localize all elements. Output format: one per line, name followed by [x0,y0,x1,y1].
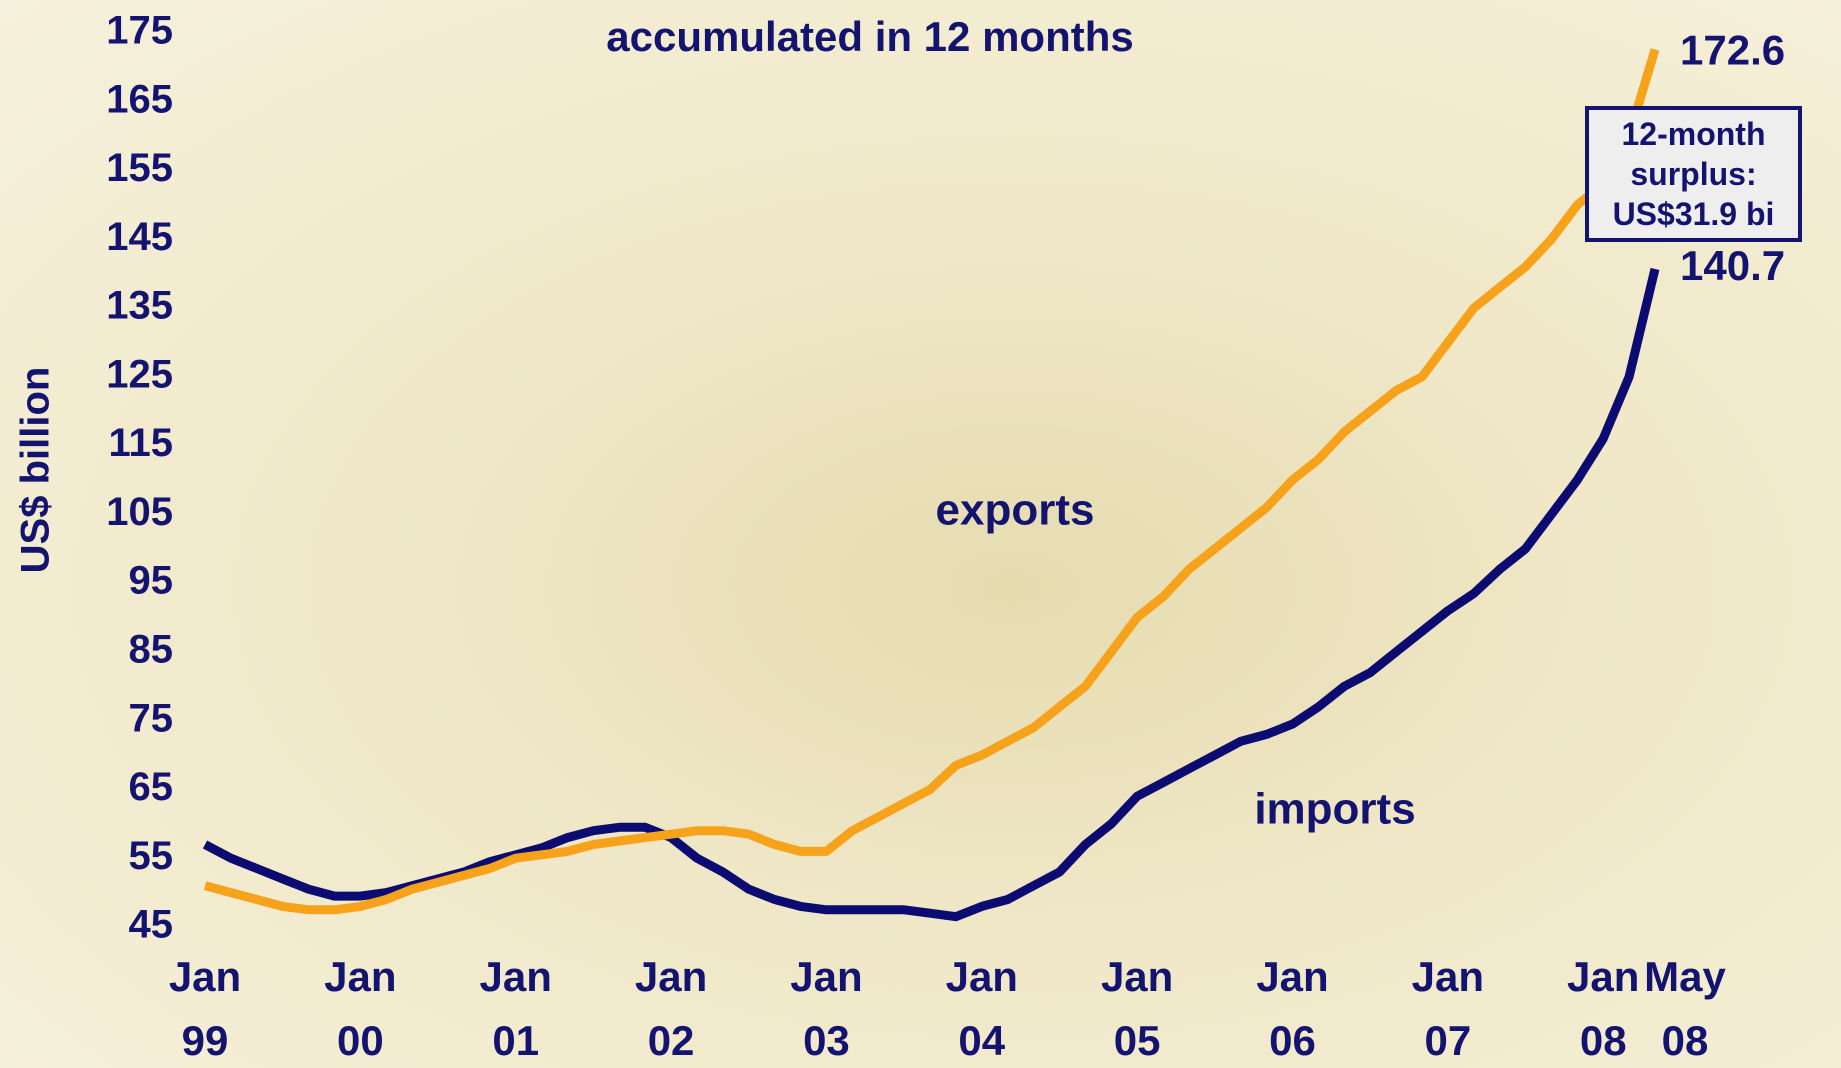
x-tick-label: Jan 05 [1101,945,1173,1068]
plot: accumulated in 12 months US$ billion 45 5… [0,0,1841,1068]
series-line [205,50,1655,910]
series-label: exports [936,486,1095,535]
x-tick-label: Jan 08 [1567,945,1639,1068]
series-label: imports [1254,785,1415,834]
y-tick-label: 125 [106,352,173,396]
x-tick-label: Jan 01 [480,945,552,1068]
y-tick-label: 85 [129,627,174,671]
y-tick-label: 165 [106,77,173,121]
y-tick-label: 45 [129,903,174,947]
y-tick-label: 135 [106,284,173,328]
y-tick-label: 75 [129,696,174,740]
y-tick-label: 95 [129,559,174,603]
end-value-label: 140.7 [1680,242,1785,289]
y-tick-label: 65 [129,765,174,809]
x-tick-label: Jan 03 [790,945,862,1068]
surplus-box: 12-month surplus: US$31.9 bi [1585,106,1802,242]
x-tick-label: Jan 02 [635,945,707,1068]
y-tick-label: 145 [106,215,173,259]
x-tick-label: Jan 99 [169,945,241,1068]
chart-title: accumulated in 12 months [606,13,1133,60]
y-tick-label: 55 [129,834,174,878]
y-tick-label: 105 [106,490,173,534]
series-line [205,269,1655,917]
y-tick-label: 155 [106,146,173,190]
y-tick-label: 175 [106,9,173,53]
y-axis-label: US$ billion [14,367,58,574]
chart: accumulated in 12 months US$ billion 45 5… [0,0,1841,1068]
x-tick-label: Jan 04 [946,945,1018,1068]
x-tick-label: Jan 00 [324,945,396,1068]
x-tick-label: May 08 [1644,945,1726,1068]
y-tick-label: 115 [108,421,173,465]
end-value-label: 172.6 [1680,27,1785,74]
x-tick-label: Jan 06 [1256,945,1328,1068]
x-tick-label: Jan 07 [1412,945,1484,1068]
